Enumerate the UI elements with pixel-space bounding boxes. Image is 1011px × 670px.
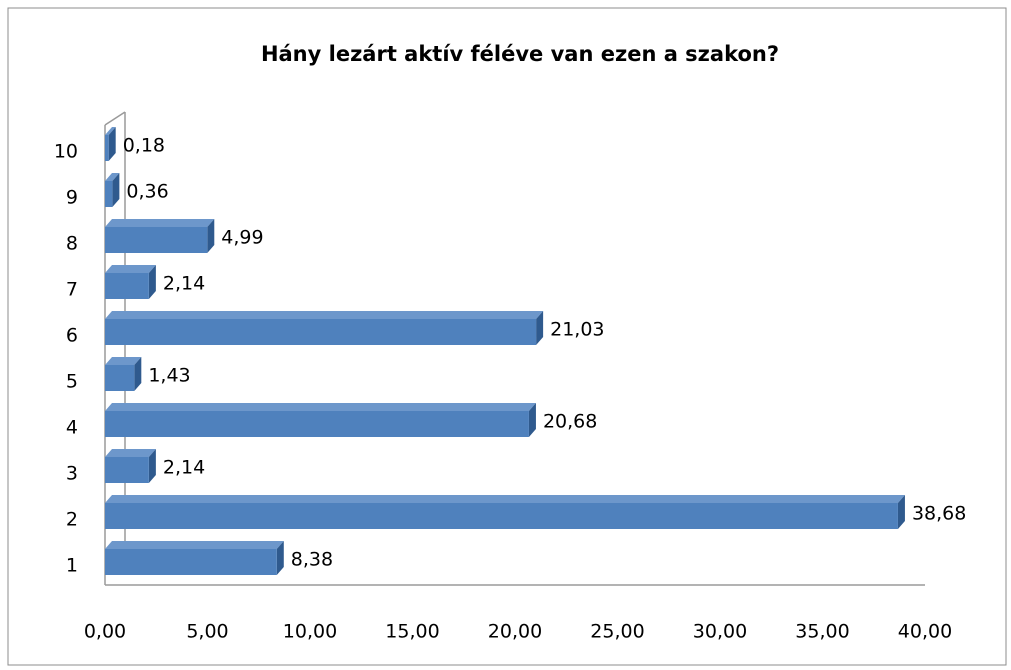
bar	[105, 219, 215, 253]
x-tick-label: 25,00	[590, 621, 644, 643]
bar-face	[108, 127, 116, 161]
bar-face	[105, 365, 135, 391]
data-label: 21,03	[550, 319, 604, 341]
data-label: 38,68	[912, 503, 966, 525]
bar-face	[105, 457, 149, 483]
bar-face	[105, 273, 149, 299]
bar-face	[105, 411, 529, 437]
data-label: 20,68	[543, 411, 597, 433]
data-label: 0,36	[126, 181, 168, 203]
bar-face	[105, 319, 537, 345]
data-label: 1,43	[148, 365, 190, 387]
bar-face	[105, 403, 536, 411]
bar-face	[134, 357, 142, 391]
bar-face	[105, 503, 898, 529]
x-tick-label: 10,00	[283, 621, 337, 643]
bar-face	[105, 541, 284, 549]
bar-face	[105, 495, 905, 503]
bar	[105, 357, 142, 391]
bar	[105, 265, 156, 299]
y-tick-label: 10	[54, 141, 78, 163]
data-label: 4,99	[221, 227, 263, 249]
data-label: 0,18	[123, 135, 165, 157]
chart-title: Hány lezárt aktív féléve van ezen a szak…	[261, 42, 779, 66]
bar-face	[105, 173, 120, 181]
bar-face	[105, 135, 109, 161]
bar	[105, 541, 284, 575]
bar-face	[276, 541, 284, 575]
bar-face	[105, 265, 156, 273]
x-tick-label: 35,00	[795, 621, 849, 643]
bar	[105, 311, 544, 345]
x-tick-label: 15,00	[385, 621, 439, 643]
x-tick-label: 5,00	[186, 621, 228, 643]
y-tick-label: 4	[66, 417, 78, 439]
y-tick-label: 2	[66, 509, 78, 531]
x-tick-label: 0,00	[84, 621, 126, 643]
y-tick-label: 3	[66, 463, 78, 485]
bar	[105, 495, 905, 529]
y-tick-label: 5	[66, 371, 78, 393]
bar-face	[528, 403, 536, 437]
bar-face	[207, 219, 215, 253]
bar	[105, 127, 116, 161]
bar-face	[105, 449, 156, 457]
data-label: 2,14	[163, 273, 205, 295]
bar-face	[105, 357, 142, 365]
bar-face	[105, 311, 544, 319]
y-tick-label: 9	[66, 187, 78, 209]
bar-face	[105, 127, 116, 135]
bar-face	[148, 265, 156, 299]
bar	[105, 403, 536, 437]
x-tick-label: 20,00	[488, 621, 542, 643]
bar-face	[148, 449, 156, 483]
data-label: 2,14	[163, 457, 205, 479]
y-tick-label: 1	[66, 555, 78, 577]
bar-face	[105, 181, 113, 207]
bar-face	[105, 227, 208, 253]
bar-face	[112, 173, 120, 207]
x-tick-label: 30,00	[693, 621, 747, 643]
x-tick-label: 40,00	[898, 621, 952, 643]
y-tick-label: 7	[66, 279, 78, 301]
bar-face	[105, 549, 277, 575]
bar-face	[536, 311, 544, 345]
y-tick-label: 6	[66, 325, 78, 347]
data-label: 8,38	[291, 549, 333, 571]
bar-face	[897, 495, 905, 529]
bar	[105, 449, 156, 483]
bar	[105, 173, 120, 207]
y-tick-label: 8	[66, 233, 78, 255]
bar-face	[105, 219, 215, 227]
